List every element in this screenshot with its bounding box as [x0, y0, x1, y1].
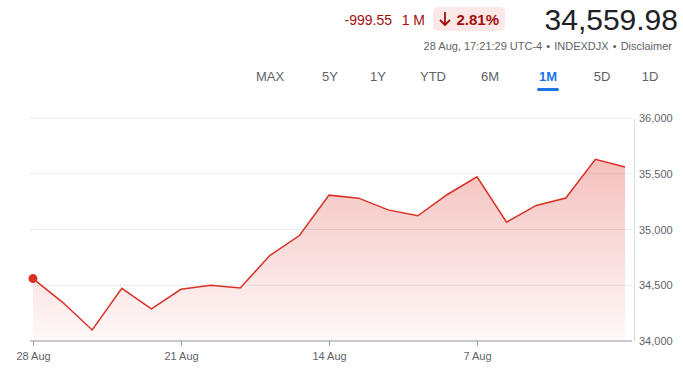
x-tick-mark — [477, 341, 478, 346]
range-tab[interactable]: 1Y — [370, 69, 386, 84]
y-tick-label: 35,000 — [639, 224, 673, 236]
timestamp: 28 Aug, 17:21:29 UTC-4 — [424, 40, 543, 52]
range-tab[interactable]: 5Y — [322, 69, 338, 84]
x-axis-line — [30, 341, 632, 342]
separator-dot — [547, 45, 550, 48]
y-tick: 35,000 — [634, 224, 673, 236]
y-tick: 34,000 — [634, 335, 673, 347]
x-tick-mark — [181, 341, 182, 346]
range-tab[interactable]: MAX — [256, 69, 285, 84]
y-tick: 36,000 — [634, 112, 673, 124]
x-tick: 7 Aug — [463, 341, 491, 362]
down-arrow-icon — [440, 12, 450, 25]
area-fill — [33, 159, 625, 341]
range-tab[interactable]: 5D — [594, 69, 611, 84]
range-tab[interactable]: YTD — [420, 69, 446, 84]
grid-line — [30, 341, 632, 342]
price-line — [33, 159, 625, 330]
current-point — [29, 274, 38, 283]
x-tick-mark — [329, 341, 330, 346]
change-percent: 2.81% — [456, 11, 499, 28]
y-tick-label: 34,500 — [639, 279, 673, 291]
y-tick: 35,500 — [634, 168, 673, 180]
range-tab[interactable]: 1D — [642, 69, 659, 84]
chart-root: 34,559.98 2.81% 1 M -999.55 28 Aug, 17:21:29… — [0, 0, 683, 381]
separator-dot — [613, 45, 616, 48]
x-tick-label: 14 Aug — [312, 350, 346, 362]
grid-line — [30, 118, 632, 119]
period: 1 M — [402, 12, 425, 28]
x-tick-label: 21 Aug — [164, 350, 198, 362]
x-axis: 7 Aug 14 Aug 21 Aug 28 Aug — [16, 341, 632, 362]
plot-area — [29, 159, 626, 341]
change: -999.55 — [345, 12, 393, 28]
badge-bg — [433, 7, 505, 31]
range-tab[interactable]: 1M — [539, 69, 557, 84]
y-tick-label: 34,000 — [639, 335, 673, 347]
y-tick-label: 35,500 — [639, 168, 673, 180]
disclaimer[interactable]: Disclaimer — [621, 40, 673, 52]
x-tick: 21 Aug — [164, 341, 198, 362]
grid-line — [30, 173, 632, 174]
range-tab[interactable]: 6M — [481, 69, 499, 84]
x-tick-mark — [33, 341, 34, 346]
x-tick-label: 7 Aug — [463, 350, 491, 362]
subtitle: 28 Aug, 17:21:29 UTC-4 INDEXDJX Disclaimer — [424, 40, 673, 52]
x-tick-label: 28 Aug — [16, 350, 50, 362]
grid — [30, 118, 632, 341]
price: 34,559.98 — [545, 3, 678, 36]
y-tick: 34,500 — [634, 279, 673, 291]
selected-tab-underline — [537, 88, 559, 91]
x-tick: 28 Aug — [16, 341, 50, 362]
change-badge: 2.81% — [433, 7, 505, 31]
y-axis: 34,000 34,500 35,000 35,500 36,000 — [634, 112, 673, 347]
y-tick-label: 36,000 — [639, 112, 673, 124]
x-tick: 14 Aug — [312, 341, 346, 362]
range-tabs: 1D 5D 1M 6M YTD 1Y 5Y MAX — [256, 69, 658, 91]
exchange: INDEXDJX — [554, 40, 609, 52]
y-axis-line — [634, 119, 635, 342]
